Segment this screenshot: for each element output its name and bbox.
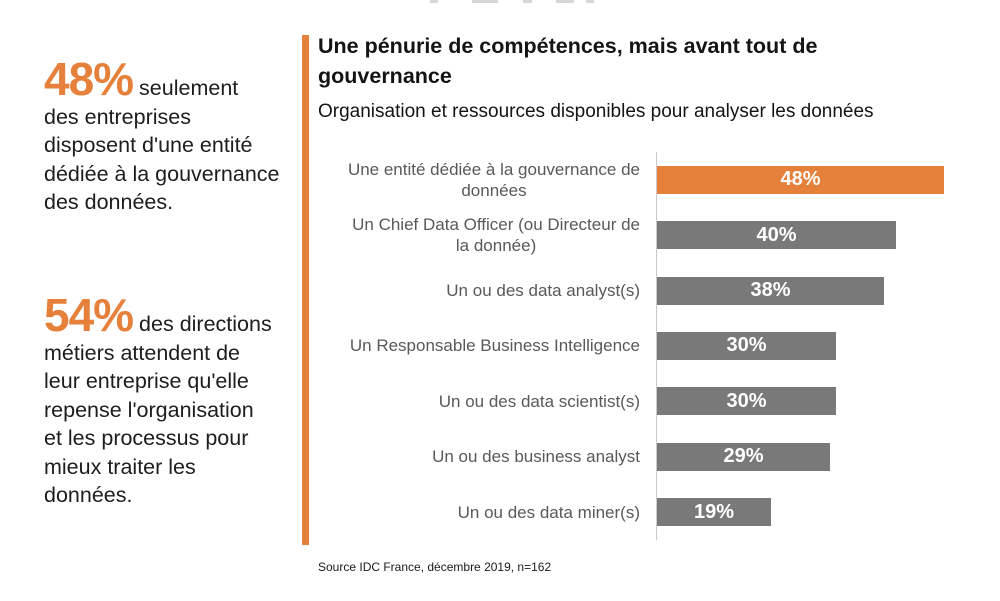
bar: 40% bbox=[657, 221, 896, 250]
accent-divider-line bbox=[302, 35, 309, 545]
chart-rows: Une entité dédiée à la gouvernance de do… bbox=[318, 152, 990, 540]
category-label-text: Un Chief Data Officer (ou Directeur de l… bbox=[352, 215, 640, 256]
bar-value-label: 30% bbox=[726, 389, 767, 412]
source-note: Source IDC France, décembre 2019, n=162 bbox=[318, 560, 552, 574]
bar-area: 19% bbox=[657, 498, 990, 527]
stat-text: 54% des directions métiers attendent de … bbox=[44, 292, 310, 510]
bar-value-label: 38% bbox=[750, 279, 791, 302]
category-label-text: Un ou des data miner(s) bbox=[457, 502, 640, 522]
category-label-text: Un ou des data analyst(s) bbox=[446, 281, 640, 301]
bar-area: 38% bbox=[657, 276, 990, 305]
category-label: Une entité dédiée à la gouvernance de do… bbox=[318, 159, 640, 201]
chart-subtitle: Organisation et ressources disponibles p… bbox=[318, 101, 874, 122]
chart-title: Une pénurie de compétences, mais avant t… bbox=[318, 34, 818, 88]
bar-area: 30% bbox=[657, 331, 990, 360]
category-label: Un ou des business analyst bbox=[318, 446, 640, 467]
bar-value-label: 30% bbox=[726, 334, 767, 357]
chart-row: Un ou des business analyst 29% bbox=[318, 429, 990, 484]
stat-body: des directions métiers attendent de leur… bbox=[44, 312, 272, 507]
chart-row: Un Responsable Business Intelligence 30% bbox=[318, 318, 990, 373]
chart-row: Une entité dédiée à la gouvernance de do… bbox=[318, 152, 990, 207]
category-label: Un Chief Data Officer (ou Directeur de l… bbox=[318, 214, 640, 256]
category-label-text: Un ou des business analyst bbox=[432, 447, 640, 467]
bar: 48% bbox=[657, 165, 944, 194]
bar: 30% bbox=[657, 387, 836, 416]
stat-number: 48% bbox=[44, 53, 134, 105]
bar-value-label: 29% bbox=[723, 445, 764, 468]
bar-area: 40% bbox=[657, 221, 990, 250]
chart-row: Un ou des data analyst(s) 38% bbox=[318, 263, 990, 318]
stat-text: 48% seulement des entreprises disposent … bbox=[44, 56, 310, 217]
category-label: Un ou des data scientist(s) bbox=[318, 391, 640, 412]
chart-row: Un Chief Data Officer (ou Directeur de l… bbox=[318, 207, 990, 262]
bar: 38% bbox=[657, 276, 884, 305]
bar-chart: Une entité dédiée à la gouvernance de do… bbox=[318, 152, 990, 540]
stat-number: 54% bbox=[44, 289, 134, 341]
category-label: Un Responsable Business Intelligence bbox=[318, 335, 640, 356]
category-label-text: Un Responsable Business Intelligence bbox=[349, 336, 640, 356]
category-label-text: Un ou des data scientist(s) bbox=[438, 391, 640, 411]
bar-value-label: 40% bbox=[756, 223, 797, 246]
bar: 30% bbox=[657, 331, 836, 360]
bar-area: 48% bbox=[657, 165, 990, 194]
stat-block-54: 54% des directions métiers attendent de … bbox=[44, 292, 310, 510]
category-label-text: Une entité dédiée à la gouvernance de do… bbox=[347, 159, 640, 200]
category-label: Un ou des data miner(s) bbox=[318, 502, 640, 523]
axis-baseline bbox=[656, 152, 657, 540]
bar-area: 29% bbox=[657, 442, 990, 471]
bar: 29% bbox=[657, 442, 830, 471]
stat-block-48: 48% seulement des entreprises disposent … bbox=[44, 56, 310, 217]
bar-area: 30% bbox=[657, 387, 990, 416]
bar: 19% bbox=[657, 498, 771, 527]
chart-row: Un ou des data miner(s) 19% bbox=[318, 485, 990, 540]
bar-value-label: 19% bbox=[693, 500, 735, 523]
chart-row: Un ou des data scientist(s) 30% bbox=[318, 374, 990, 429]
category-label: Un ou des data analyst(s) bbox=[318, 280, 640, 301]
bar-value-label: 48% bbox=[780, 168, 821, 191]
stat-body: seulement des entreprises disposent d'un… bbox=[44, 76, 280, 214]
